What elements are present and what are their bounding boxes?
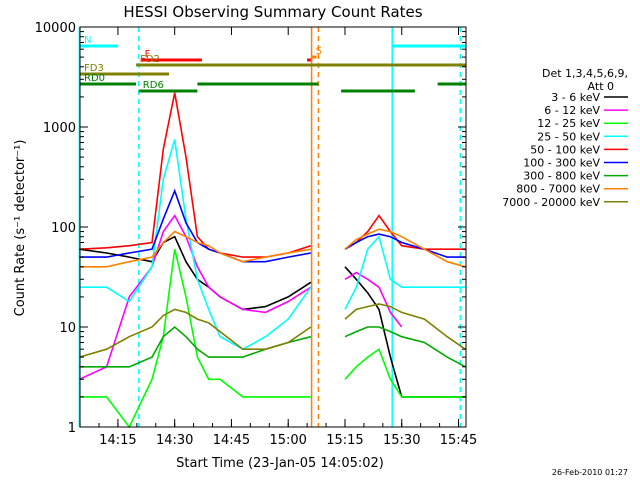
y-tick-label-4: 10000 [35,21,76,36]
series-line-7000-20000keV [79,303,466,358]
series-line-12-25keV [79,249,466,429]
legend-header-line-1: Det 1,3,4,5,6,9, [542,67,628,80]
vertical-markers [78,27,462,427]
x-tick-label-2: 14:45 [213,433,250,448]
flag-label-fd3: FD3 [84,63,104,74]
legend-label-25-50keV: 25 - 50 keV [537,130,600,143]
y-tick-label-0: 1 [68,421,76,436]
legend-label-50-100keV: 50 - 100 keV [530,143,600,156]
flag-label-f: F [145,49,151,60]
chart-title: HESSI Observing Summary Count Rates [123,3,422,21]
x-tick-label-3: 15:00 [269,433,306,448]
x-tick-label-5: 15:30 [383,433,420,448]
x-tick-label-4: 15:15 [326,433,363,448]
y-tick-label-2: 100 [51,221,76,236]
legend-label-6-12keV: 6 - 12 keV [544,104,600,117]
flag-label-s: S [316,46,322,57]
flag-label-rd6: RD6 [143,80,164,91]
flag-label-rd0: RD0 [84,73,105,84]
legend-label-7000-20000keV: 7000 - 20000 keV [502,196,600,209]
timestamp: 26-Feb-2010 01:27 [552,468,628,477]
series-line-800-7000keV [79,228,466,268]
legend-label-300-800keV: 300 - 800 keV [523,170,600,183]
series-line-25-50keV [79,139,466,351]
legend-header-line-2: Att 0 [588,80,614,93]
y-tick-label-1: 10 [59,321,76,336]
legend-label-12-25keV: 12 - 25 keV [537,117,600,130]
y-tick-label-3: 1000 [43,121,76,136]
series-line-100-300keV [79,188,466,263]
plot-frame [79,26,467,428]
x-tick-label-6: 15:45 [440,433,477,448]
y-axis-label: Count Rate (s⁻¹ detector⁻¹) [13,140,28,317]
axes: 14:15 14:30 14:45 15:00 15:15 15:30 15:45 1 10 10… [35,21,478,448]
series-line-6-12keV [78,214,403,381]
legend-label-3-6keV: 3 - 6 keV [551,91,600,104]
flag-label-fd2: FD2 [140,54,160,65]
x-axis-label: Start Time (23-Jan-05 14:05:02) [176,456,384,471]
x-tick-label-0: 14:15 [99,433,136,448]
legend-label-100-300keV: 100 - 300 keV [523,157,600,170]
series-line-300-800keV [79,325,466,368]
series-line-50-100keV [79,92,466,258]
legend-label-800-7000keV: 800 - 7000 keV [516,183,600,196]
series-lines [78,92,466,429]
flag-label-n: N [84,35,91,46]
x-tick-label-1: 14:30 [156,433,193,448]
